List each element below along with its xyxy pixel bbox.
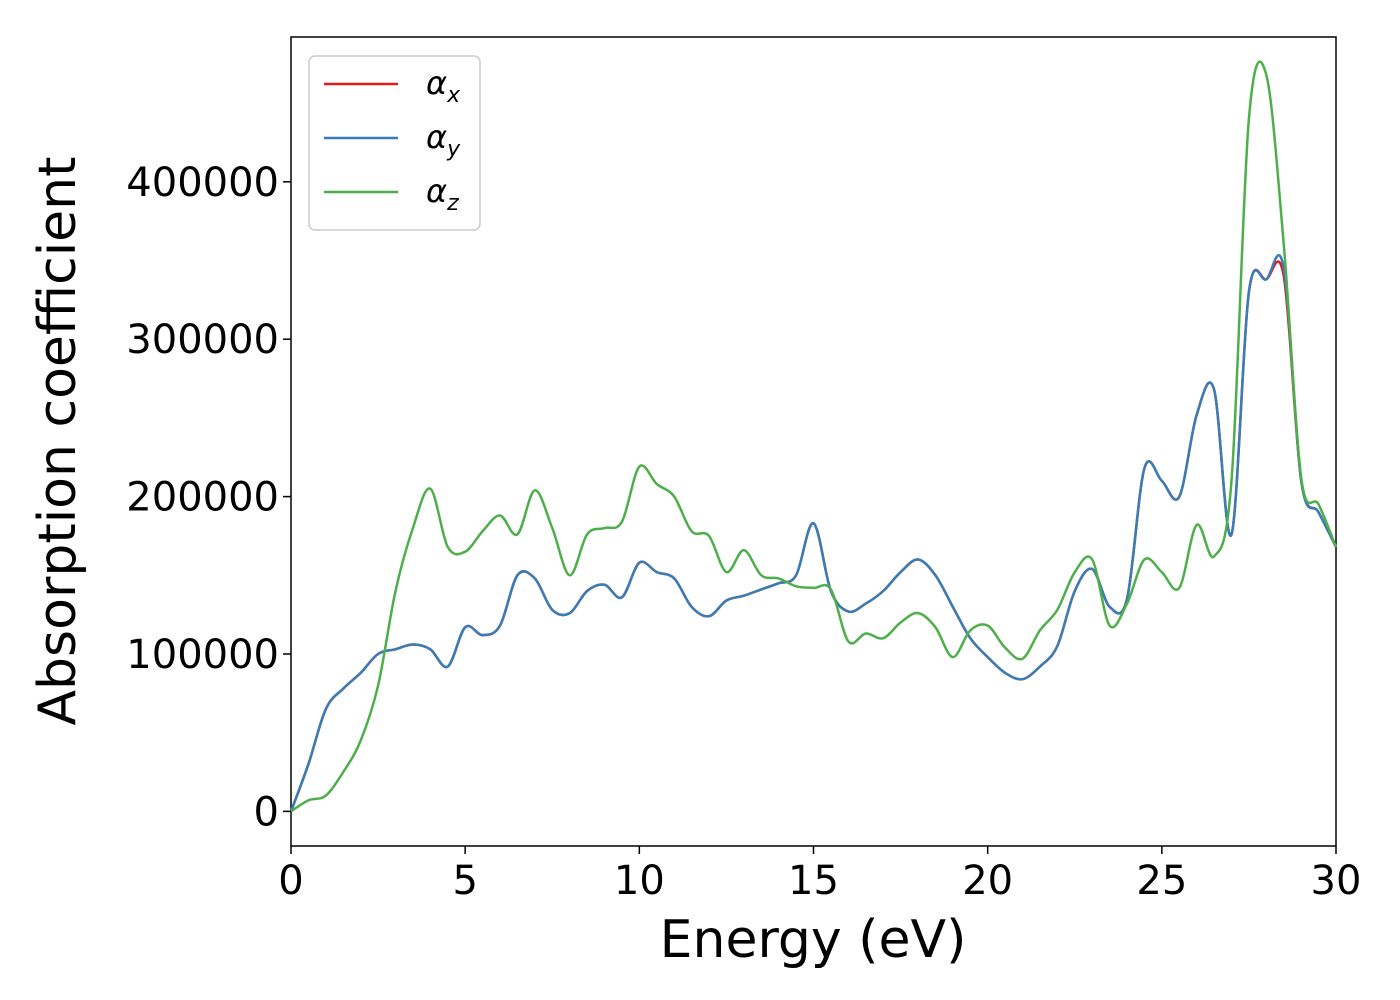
x-ticks: 0 5 10 15 20 25 30 (278, 846, 1361, 904)
x-tick-label: 20 (962, 858, 1013, 904)
x-tick-label: 5 (452, 858, 477, 904)
x-tick-label: 25 (1136, 858, 1187, 904)
x-tick-label: 10 (614, 858, 665, 904)
x-tick-label: 0 (278, 858, 303, 904)
y-tick-label: 300000 (126, 317, 279, 363)
y-ticks: 0 100000 200000 300000 400000 (126, 160, 291, 835)
legend-label-x: αx (426, 64, 461, 108)
y-axis-title: Absorption coefficient (28, 156, 88, 725)
legend: αx αy αz (308, 55, 481, 231)
legend-box (308, 55, 481, 231)
x-axis-title: Energy (eV) (660, 910, 967, 970)
y-tick-label: 100000 (126, 632, 279, 678)
legend-label-y: αy (426, 118, 461, 162)
series-layer (289, 60, 1338, 813)
x-tick-label: 30 (1311, 858, 1362, 904)
y-tick-label: 400000 (126, 160, 279, 206)
series-line-y (289, 253, 1338, 812)
x-tick-label: 15 (788, 858, 839, 904)
y-tick-label: 200000 (126, 475, 279, 521)
series-line-z (290, 60, 1338, 813)
legend-label-z: αz (426, 172, 459, 216)
y-tick-label: 0 (254, 789, 279, 835)
